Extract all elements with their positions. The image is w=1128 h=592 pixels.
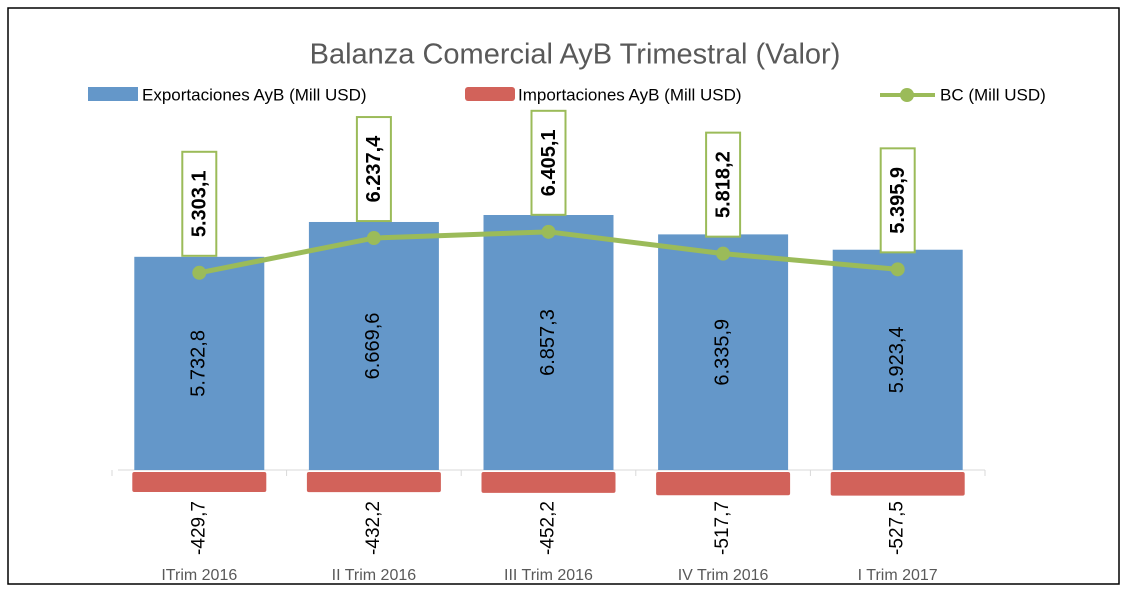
label-box	[705, 131, 742, 238]
bar-value-label: -452,2	[538, 501, 559, 555]
bar-value-label: -432,2	[363, 501, 384, 555]
x-tick-label: II Trim 2016	[332, 567, 417, 584]
bar-value-label: -517,7	[712, 501, 733, 555]
x-tick-label: IV Trim 2016	[678, 567, 769, 584]
bar	[481, 472, 616, 493]
bar	[308, 221, 439, 470]
legend-label: Exportaciones AyB (Mill USD)	[142, 85, 367, 104]
bar	[134, 256, 265, 470]
label-box	[530, 109, 567, 216]
label-box	[355, 116, 392, 223]
x-tick-label: ITrim 2016	[161, 567, 237, 584]
line-marker	[192, 265, 207, 280]
legend-label: BC (Mill USD)	[940, 85, 1046, 104]
bar-value-label: 6.335,9	[711, 319, 733, 386]
line-value-label: 5.395,9	[887, 167, 909, 234]
bar-value-label: 5.732,8	[188, 330, 210, 397]
bar-value-label: 6.669,6	[362, 313, 384, 380]
x-tick-label: III Trim 2016	[504, 567, 593, 584]
bar	[132, 472, 267, 492]
bar	[306, 472, 441, 493]
label-box	[879, 147, 916, 254]
line-marker	[716, 246, 731, 261]
bar	[832, 249, 963, 470]
bar	[483, 215, 614, 470]
chart-title: Balanza Comercial AyB Trimestral (Valor)	[310, 39, 841, 71]
x-tick-label: I Trim 2017	[858, 567, 938, 584]
label-box	[181, 150, 218, 257]
bar	[656, 472, 791, 496]
line-marker	[890, 262, 905, 277]
bar	[830, 472, 965, 496]
line-marker	[366, 231, 381, 246]
line-value-label: 6.405,1	[538, 129, 560, 196]
bar-value-label: -429,7	[188, 501, 209, 555]
line-value-label: 6.237,4	[363, 135, 385, 203]
legend-swatch	[88, 87, 138, 101]
line-value-label: 5.303,1	[189, 170, 211, 237]
bar-value-label: -527,5	[887, 501, 908, 555]
line-value-label: 5.818,2	[712, 151, 734, 218]
bar-value-label: 6.857,3	[537, 309, 559, 376]
line-marker	[541, 224, 556, 239]
bar-value-label: 5.923,4	[886, 326, 908, 393]
legend-label: Importaciones AyB (Mill USD)	[518, 85, 742, 104]
bar	[658, 234, 789, 470]
legend-marker	[900, 88, 914, 102]
legend-swatch	[465, 87, 515, 101]
